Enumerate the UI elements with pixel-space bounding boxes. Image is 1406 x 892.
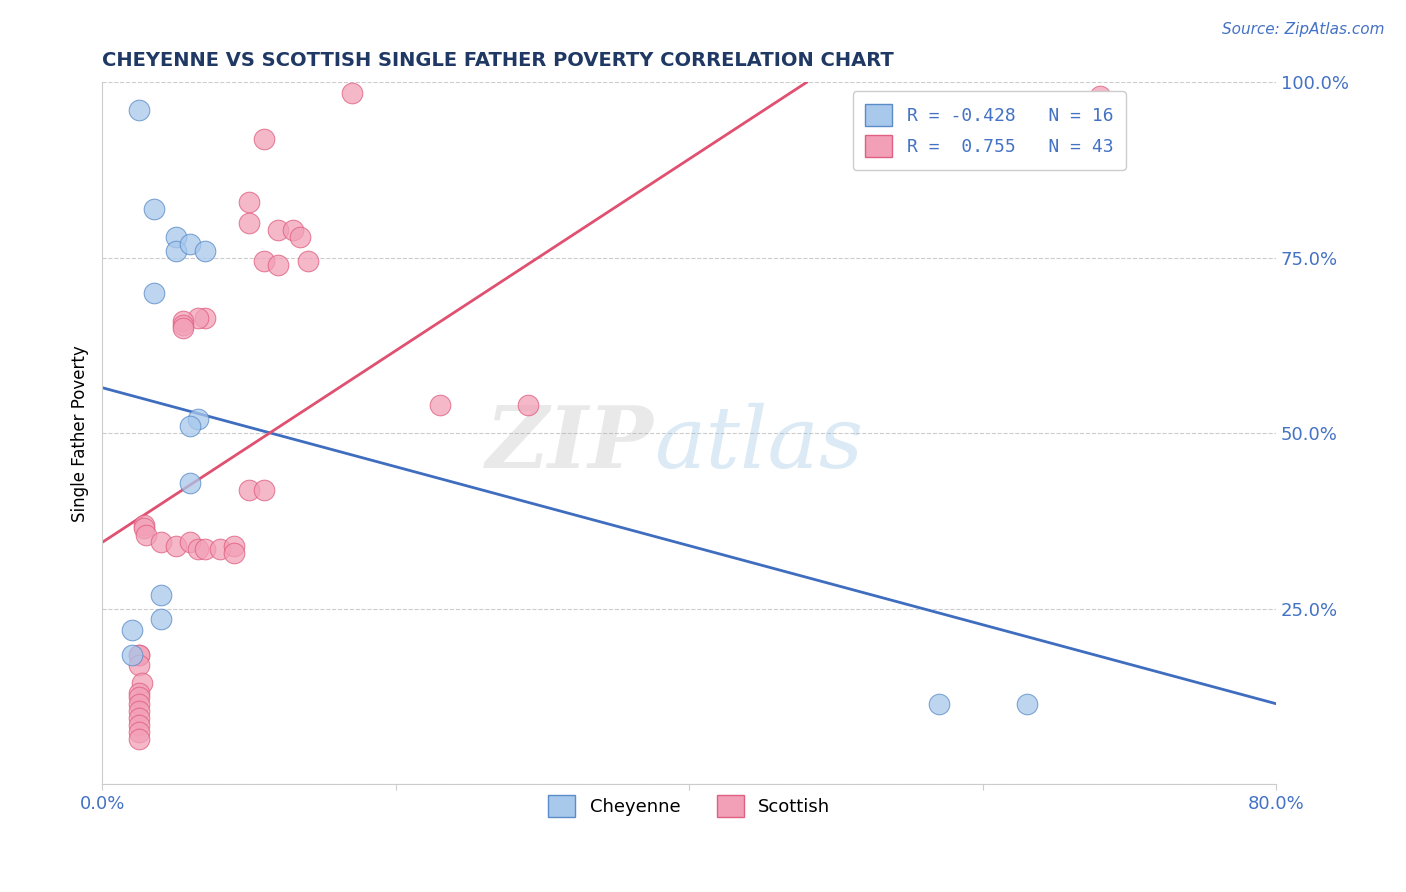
Text: Source: ZipAtlas.com: Source: ZipAtlas.com — [1222, 22, 1385, 37]
Text: CHEYENNE VS SCOTTISH SINGLE FATHER POVERTY CORRELATION CHART: CHEYENNE VS SCOTTISH SINGLE FATHER POVER… — [103, 51, 894, 70]
Point — [128, 690, 150, 704]
Point — [516, 398, 538, 412]
Point — [132, 517, 155, 532]
Point — [290, 229, 312, 244]
Point — [128, 711, 150, 725]
Point — [208, 542, 231, 557]
Point — [1015, 697, 1038, 711]
Point — [340, 86, 363, 100]
Point — [142, 202, 165, 216]
Point — [928, 697, 950, 711]
Point — [253, 254, 276, 268]
Point — [165, 229, 187, 244]
Point — [297, 254, 319, 268]
Point — [224, 546, 246, 560]
Point — [267, 258, 290, 272]
Point — [194, 244, 217, 258]
Point — [194, 310, 217, 325]
Legend: Cheyenne, Scottish: Cheyenne, Scottish — [541, 788, 838, 824]
Point — [121, 623, 143, 637]
Point — [194, 542, 217, 557]
Point — [128, 718, 150, 732]
Y-axis label: Single Father Poverty: Single Father Poverty — [72, 345, 89, 522]
Point — [172, 318, 194, 332]
Point — [135, 528, 157, 542]
Point — [150, 588, 173, 602]
Point — [128, 697, 150, 711]
Point — [1088, 89, 1111, 103]
Point — [253, 131, 276, 145]
Point — [150, 535, 173, 549]
Point — [224, 539, 246, 553]
Point — [128, 724, 150, 739]
Point — [131, 675, 153, 690]
Point — [172, 321, 194, 335]
Point — [179, 535, 201, 549]
Point — [128, 648, 150, 662]
Point — [172, 314, 194, 328]
Point — [281, 223, 304, 237]
Point — [179, 236, 201, 251]
Point — [121, 648, 143, 662]
Point — [238, 483, 260, 497]
Point — [267, 223, 290, 237]
Point — [128, 648, 150, 662]
Point — [128, 731, 150, 746]
Point — [142, 285, 165, 300]
Point — [429, 398, 451, 412]
Point — [128, 658, 150, 673]
Point — [165, 539, 187, 553]
Point — [187, 412, 209, 426]
Point — [165, 244, 187, 258]
Point — [187, 542, 209, 557]
Point — [132, 521, 155, 535]
Point — [179, 419, 201, 434]
Point — [187, 310, 209, 325]
Point — [238, 216, 260, 230]
Point — [128, 704, 150, 718]
Point — [150, 612, 173, 626]
Point — [128, 686, 150, 700]
Point — [128, 103, 150, 118]
Point — [238, 194, 260, 209]
Point — [179, 475, 201, 490]
Text: atlas: atlas — [654, 402, 863, 485]
Point — [253, 483, 276, 497]
Text: ZIP: ZIP — [486, 402, 654, 485]
